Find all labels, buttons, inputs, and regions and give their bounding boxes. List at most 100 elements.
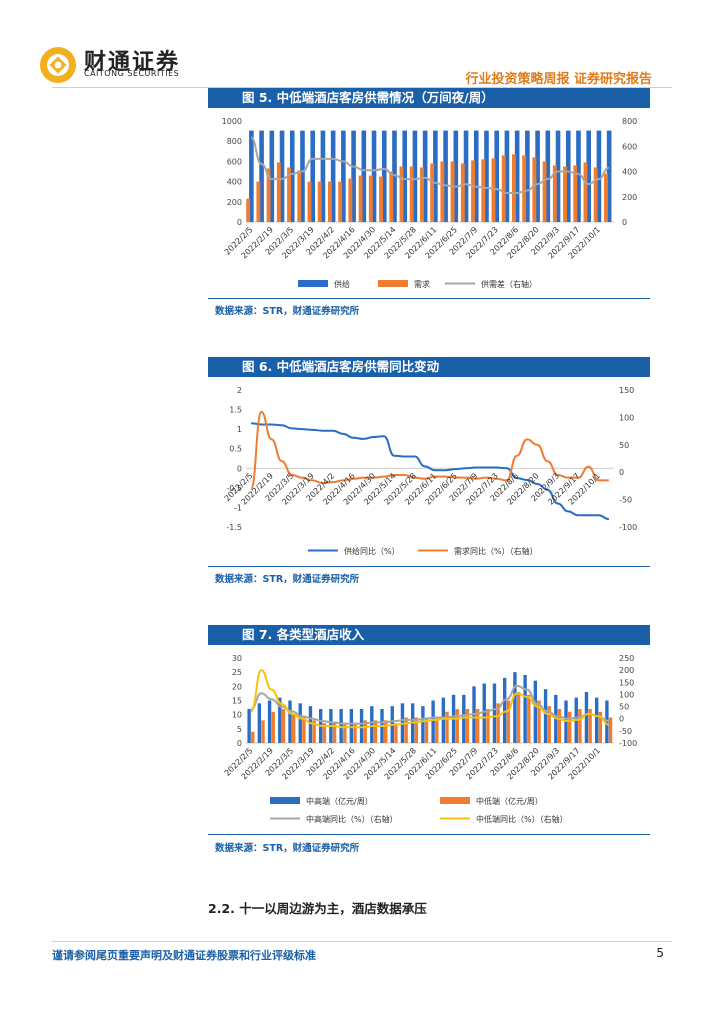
bar-b <box>486 709 490 743</box>
legend-label-1: 中低端（亿元/周） <box>476 796 543 806</box>
y-right-tick-label: 600 <box>622 142 637 151</box>
bar-b <box>547 706 551 743</box>
gap-line <box>250 136 610 194</box>
demand-bar <box>338 181 343 222</box>
y-right-tick-label: 0 <box>619 715 624 724</box>
bar-b <box>424 717 429 743</box>
demand-bar <box>287 167 291 222</box>
y-left-tick-label: 25 <box>232 668 242 677</box>
bar-b <box>251 731 255 743</box>
demand-bar <box>603 173 608 222</box>
supply-bar <box>330 130 336 222</box>
y-left-tick-label: 30 <box>232 654 242 663</box>
demand-bar <box>481 159 486 222</box>
demand-bar <box>317 181 322 222</box>
y-right-tick-label: 800 <box>622 117 637 126</box>
demand-bar <box>256 181 261 222</box>
demand-bar <box>511 154 516 222</box>
legend-label-3: 中低端同比（%）（右轴） <box>476 814 568 824</box>
bar-a <box>247 709 251 743</box>
supply-bar <box>422 130 428 222</box>
bar-a <box>513 672 517 743</box>
demand-bar <box>430 163 435 222</box>
supply-bar <box>371 130 377 222</box>
supply-bar <box>259 130 264 222</box>
demand-bar <box>542 161 547 222</box>
bar-b <box>384 720 388 743</box>
demand-bar <box>327 181 332 222</box>
supply-bar <box>310 130 315 222</box>
supply-bar <box>525 130 530 222</box>
supply-bar <box>392 130 397 222</box>
bar-b <box>363 720 367 743</box>
logo-text-en: CAITONG SECURITIES <box>84 69 180 78</box>
supply-bar <box>443 130 448 222</box>
supply-bar <box>351 130 356 222</box>
supply-bar <box>565 130 571 222</box>
y-left-tick-label: 1 <box>237 425 242 434</box>
bar-b <box>394 723 398 743</box>
y-right-tick-label: 250 <box>619 654 634 663</box>
bar-a <box>543 689 548 743</box>
bar-a <box>421 706 425 743</box>
demand-bar <box>307 181 312 222</box>
demand-bar <box>399 166 404 222</box>
y-right-tick-label: 400 <box>622 168 637 177</box>
demand-bar <box>563 166 567 222</box>
demand-bar <box>501 155 506 222</box>
y-left-tick-label: 0 <box>237 464 242 473</box>
bar-b <box>608 717 613 743</box>
supply-bar <box>320 130 326 222</box>
figure-6-chart: -1.5-1-0.500.511.52-100-500501001502022/… <box>223 386 637 556</box>
header-divider <box>52 87 672 88</box>
bar-a <box>339 709 343 743</box>
bar-b <box>465 709 470 743</box>
footer-disclaimer-link[interactable]: 谨请参阅尾页重要声明及财通证券股票和行业评级标准 <box>52 949 316 962</box>
caitong-logo-icon <box>40 47 76 83</box>
figure-6-source: 数据来源：STR，财通证券研究所 <box>215 574 360 585</box>
y-right-tick-label: 0 <box>619 468 624 477</box>
figure-5-divider <box>208 298 650 299</box>
figure-7-chart: 051015202530-100-500501001502002502022/2… <box>223 654 637 824</box>
bar-a <box>308 706 313 743</box>
supply-bar <box>361 130 367 222</box>
bar-b <box>271 711 275 743</box>
y-right-tick-label: 150 <box>619 678 634 687</box>
supply-bar <box>596 130 602 222</box>
figure-5-title: 图 5. 中低端酒店客房供需情况（万间夜/周） <box>208 88 650 108</box>
demand-bar <box>593 167 598 222</box>
y-left-tick-label: 1000 <box>222 117 242 126</box>
bar-b <box>332 723 337 743</box>
demand-bar <box>297 170 302 222</box>
demand-bar <box>368 175 373 222</box>
y-right-tick-label: -50 <box>619 727 632 736</box>
demand-bar <box>573 165 578 222</box>
supply-bar <box>535 130 540 222</box>
series-line-1 <box>250 669 610 729</box>
supply-bar <box>289 130 295 222</box>
bar-a <box>278 697 282 743</box>
supply-bar <box>586 130 591 222</box>
legend-swatch-0 <box>270 797 300 804</box>
page-number: 5 <box>656 946 664 960</box>
demand-bar <box>348 178 353 222</box>
y-left-tick-label: -1 <box>234 503 242 512</box>
supply-bar <box>606 130 612 222</box>
y-left-tick-label: 2 <box>237 386 242 395</box>
supply-bar <box>576 130 581 222</box>
demand-bar <box>491 158 496 222</box>
legend-label-2: 中高端同比（%）（右轴） <box>306 814 398 824</box>
y-right-tick-label: 200 <box>622 193 637 202</box>
bar-b <box>404 717 408 743</box>
figure-6-title: 图 6. 中低端酒店客房供需同比变动 <box>208 357 650 377</box>
bar-a <box>594 697 599 743</box>
bar-a <box>298 703 302 743</box>
bar-b <box>312 720 316 743</box>
bar-a <box>349 709 354 743</box>
y-left-tick-label: 10 <box>232 711 242 720</box>
bar-a <box>267 700 272 743</box>
y-left-tick-label: 1.5 <box>229 406 242 415</box>
demand-bar <box>358 175 363 222</box>
demand-bar <box>409 166 414 222</box>
y-left-tick-label: 5 <box>237 725 242 734</box>
